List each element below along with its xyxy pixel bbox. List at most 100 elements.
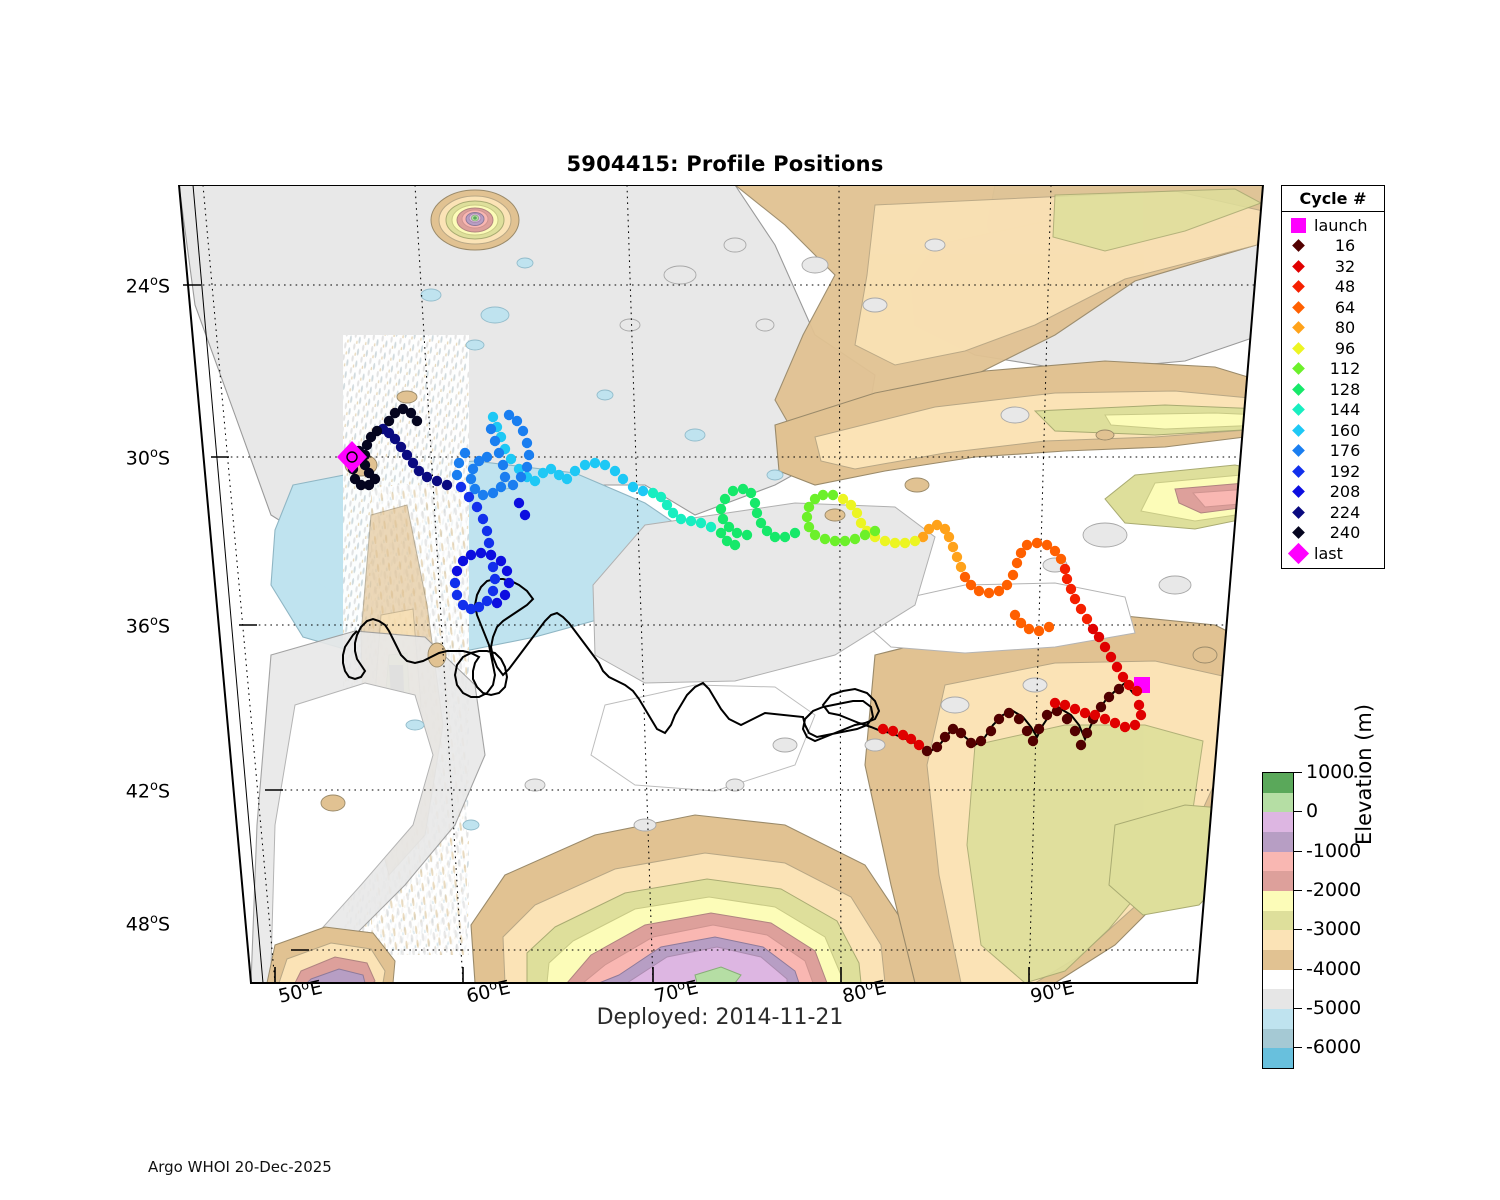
legend-label: 112 [1329,359,1361,379]
colorbar-band [1263,969,1293,990]
track-points-orangered [1059,563,1093,625]
legend-marker-192-icon [1287,464,1309,478]
track-points-cyan [487,411,649,497]
legend-row-64[interactable]: 64 [1282,297,1384,318]
legend-marker-96-icon [1287,341,1309,355]
legend-marker-80-icon [1287,321,1309,335]
colorbar-tick-label: 1000 [1306,761,1355,783]
legend-label: 48 [1334,277,1356,297]
ytick-label-48s: 48oS [125,912,170,936]
legend-label: 224 [1329,502,1361,522]
bathymetry-map[interactable] [175,185,1265,985]
last-position-marker[interactable] [337,441,367,473]
legend-label: 80 [1334,318,1356,338]
legend-marker-240-icon [1287,526,1309,540]
colorbar-band [1263,871,1293,891]
cycle-legend[interactable]: Cycle # launch 16 32 48 64 80 96 112 128 144 160 17… [1281,185,1385,569]
colorbar-tick [1293,929,1302,931]
page-title: 5904415: Profile Positions [566,152,884,176]
colorbar-tick [1293,811,1302,813]
colorbar-band [1263,1028,1293,1049]
legend-row-96[interactable]: 96 [1282,338,1384,359]
elevation-colorbar[interactable] [1262,772,1294,1069]
legend-label: 32 [1334,256,1356,276]
legend-marker-128-icon [1287,382,1309,396]
colorbar-band [1263,1048,1293,1068]
track-points-cyangreen [647,487,717,533]
colorbar-tick-label: -4000 [1306,957,1362,980]
map-panel[interactable] [175,185,1265,985]
legend-marker-last-icon [1287,542,1309,564]
legend-row-160[interactable]: 160 [1282,420,1384,441]
colorbar-band [1263,989,1293,1009]
colorbar-tick-label: -6000 [1306,1036,1362,1059]
legend-row-176[interactable]: 176 [1282,441,1384,462]
track-points-amber [917,519,967,573]
legend-marker-160-icon [1287,423,1309,437]
legend-row-112[interactable]: 112 [1282,359,1384,380]
legend-marker-launch-icon [1287,217,1309,233]
legend-label: 128 [1329,379,1361,399]
legend-row-240[interactable]: 240 [1282,523,1384,544]
colorbar-tick [1293,968,1302,970]
float-track-line [342,578,1142,753]
legend-marker-176-icon [1287,444,1309,458]
colorbar-band [1263,812,1293,832]
legend-marker-224-icon [1287,505,1309,519]
ytick-label-30s: 30oS [125,446,170,470]
colorbar-tick-label: -5000 [1306,997,1362,1019]
colorbar-band [1263,1008,1293,1029]
legend-label: 176 [1329,441,1361,461]
colorbar-band [1263,831,1293,852]
legend-marker-112-icon [1287,362,1309,376]
legend-row-last[interactable]: last [1282,542,1384,564]
colorbar-band [1263,851,1293,872]
map-contents [179,185,1263,983]
bathy-speckles [524,237,1192,832]
ytick-label-42s: 42oS [125,779,170,803]
track-points-blue [451,409,535,501]
legend-row-144[interactable]: 144 [1282,400,1384,421]
legend-row-224[interactable]: 224 [1282,502,1384,523]
legend-row-80[interactable]: 80 [1282,318,1384,339]
track-points-darkred [921,683,1125,757]
legend-entries: launch 16 32 48 64 80 96 112 128 144 160 176 192 208 2… [1282,212,1384,568]
legend-row-launch[interactable]: launch [1282,215,1384,236]
legend-label: 16 [1334,236,1356,256]
colorbar-tick-label: 0 [1306,800,1319,823]
deployed-date: Deployed: 2014-11-21 [596,1005,844,1030]
legend-label: 160 [1329,420,1361,440]
legend-row-208[interactable]: 208 [1282,482,1384,503]
graticule [197,185,1261,983]
colorbar-axis-label: Elevation (m) [1352,703,1376,845]
legend-label: 192 [1329,461,1361,481]
axis-ticks [183,284,1030,983]
credit-text: Argo WHOI 20-Dec-2025 [148,1158,332,1176]
colorbar-tick [1293,1047,1302,1049]
colorbar-tick [1293,772,1302,773]
track-points-orange [959,537,1067,637]
track-points-red [877,623,1147,751]
legend-label: 208 [1329,482,1361,502]
track-points-yellow [837,493,921,549]
legend-row-48[interactable]: 48 [1282,277,1384,298]
legend-title: Cycle # [1282,186,1384,212]
legend-label: 64 [1334,297,1356,317]
legend-row-32[interactable]: 32 [1282,256,1384,277]
legend-row-192[interactable]: 192 [1282,461,1384,482]
legend-label: last [1314,543,1343,563]
colorbar-band [1263,930,1293,950]
legend-label: launch [1314,215,1368,235]
track-points-deepblue [451,497,531,609]
colorbar-band [1263,890,1293,911]
legend-label: 144 [1329,400,1361,420]
colorbar-tick-label: -2000 [1306,879,1362,901]
legend-row-16[interactable]: 16 [1282,236,1384,257]
track-points-green [715,483,801,551]
colorbar-band [1263,949,1293,970]
legend-row-128[interactable]: 128 [1282,379,1384,400]
ytick-label-24s: 24oS [125,274,170,298]
track-points-strongblue [449,481,501,615]
legend-marker-32-icon [1287,259,1309,273]
